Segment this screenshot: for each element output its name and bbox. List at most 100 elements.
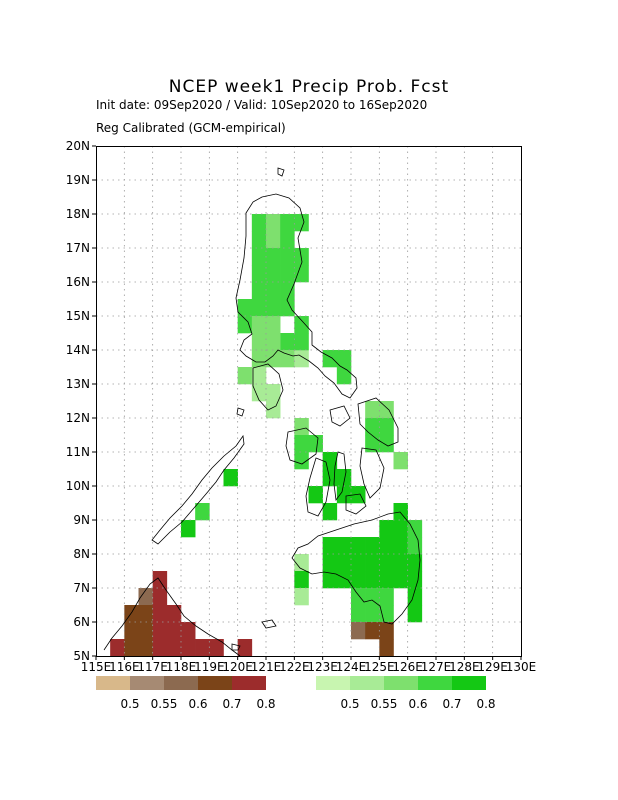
- forecast-cell: [138, 639, 153, 657]
- forecast-cell: [266, 282, 281, 300]
- forecast-cell: [393, 554, 408, 572]
- legend-swatch: [130, 676, 164, 690]
- forecast-cell: [152, 588, 168, 606]
- forecast-cell: [266, 299, 281, 317]
- forecast-cell: [251, 299, 267, 317]
- lon-label: 127E: [421, 660, 452, 674]
- lat-label: 9N: [73, 513, 90, 527]
- gridlines: [96, 146, 521, 656]
- forecast-cell: [195, 639, 210, 657]
- lat-label: 14N: [66, 343, 90, 357]
- legend-swatch: [350, 676, 384, 690]
- lat-label: 6N: [73, 615, 90, 629]
- coastline-masbate: [329, 405, 351, 427]
- forecast-cell: [322, 503, 338, 521]
- forecast-cell: [393, 520, 408, 538]
- forecast-cell: [251, 367, 267, 385]
- legend-label: 0.55: [151, 697, 178, 711]
- coastline-panay: [285, 427, 319, 465]
- forecast-cell: [280, 214, 295, 232]
- map-title: NCEP week1 Precip Prob. Fcst: [168, 77, 450, 97]
- legend-label: 0.8: [476, 697, 495, 711]
- forecast-cell: [365, 537, 380, 555]
- forecast-cell: [294, 333, 309, 351]
- forecast-cell: [322, 571, 338, 589]
- forecast-cell: [379, 622, 394, 640]
- forecast-cells: [110, 214, 423, 657]
- forecast-cell: [152, 622, 168, 640]
- forecast-cell: [209, 639, 224, 657]
- forecast-cell: [294, 350, 309, 368]
- forecast-cell: [110, 639, 125, 657]
- forecast-cell: [379, 401, 394, 419]
- lon-label: 130E: [506, 660, 537, 674]
- lat-label: 8N: [73, 547, 90, 561]
- forecast-cell: [322, 537, 338, 555]
- legend-dry: 0.5 0.55 0.6 0.7 0.8: [96, 676, 276, 711]
- coastline-mindoro: [252, 363, 284, 411]
- forecast-cell: [181, 520, 196, 538]
- lon-label: 124E: [336, 660, 367, 674]
- forecast-cell: [195, 503, 210, 521]
- lat-label: 16N: [66, 275, 90, 289]
- lat-label: 5N: [73, 649, 90, 663]
- legend-label: 0.5: [120, 697, 139, 711]
- lon-label: 120E: [222, 660, 253, 674]
- forecast-cell: [336, 571, 352, 589]
- forecast-cell: [379, 537, 394, 555]
- forecast-cell: [280, 265, 295, 283]
- forecast-cell: [336, 486, 352, 504]
- forecast-cell: [365, 605, 380, 623]
- forecast-cell: [251, 231, 267, 249]
- forecast-cell: [237, 639, 253, 657]
- legend-swatch: [96, 676, 130, 690]
- coastline-cebu: [333, 451, 347, 502]
- forecast-cell: [407, 520, 423, 538]
- forecast-cell: [138, 622, 153, 640]
- legend-swatch: [164, 676, 198, 690]
- forecast-cell: [251, 384, 267, 402]
- forecast-cell: [266, 350, 281, 368]
- forecast-cell: [351, 588, 366, 606]
- legend-label: 0.8: [256, 697, 275, 711]
- lat-label: 10N: [66, 479, 90, 493]
- legend-swatch: [418, 676, 452, 690]
- forecast-cell: [365, 401, 380, 419]
- lon-label: 121E: [251, 660, 282, 674]
- forecast-cell: [138, 605, 153, 623]
- coastline-borneo: [103, 577, 241, 657]
- lat-label: 12N: [66, 411, 90, 425]
- lon-label: 117E: [137, 660, 168, 674]
- forecast-cell: [251, 316, 267, 334]
- forecast-cell: [181, 622, 196, 640]
- forecast-cell: [351, 554, 366, 572]
- forecast-cell: [280, 333, 295, 351]
- forecast-cell: [336, 469, 352, 487]
- forecast-cell: [138, 588, 153, 606]
- forecast-cell: [280, 299, 295, 317]
- lat-label: 13N: [66, 377, 90, 391]
- forecast-cell: [266, 265, 281, 283]
- legend-label: 0.55: [371, 697, 398, 711]
- init-valid-line: Init date: 09Sep2020 / Valid: 10Sep2020 …: [96, 98, 428, 112]
- forecast-cell: [166, 622, 182, 640]
- legend-label: 0.5: [340, 697, 359, 711]
- legend-label: 0.7: [222, 697, 241, 711]
- legend-swatch: [384, 676, 418, 690]
- forecast-cell: [266, 384, 281, 402]
- forecast-cell: [407, 571, 423, 589]
- forecast-cell: [294, 554, 309, 572]
- forecast-cell: [237, 316, 253, 334]
- forecast-cell: [294, 248, 309, 266]
- lon-label: 122E: [279, 660, 310, 674]
- lon-label: 118E: [166, 660, 197, 674]
- forecast-cell: [251, 265, 267, 283]
- forecast-cell: [365, 588, 380, 606]
- forecast-cell: [251, 214, 267, 232]
- forecast-cell: [308, 435, 323, 453]
- lat-label: 11N: [66, 445, 90, 459]
- forecast-cell: [251, 350, 267, 368]
- lon-label: 123E: [307, 660, 338, 674]
- forecast-cell: [237, 299, 253, 317]
- lat-label: 15N: [66, 309, 90, 323]
